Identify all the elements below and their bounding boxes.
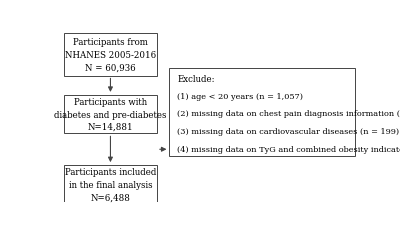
Text: (1) age < 20 years (n = 1,057): (1) age < 20 years (n = 1,057) — [177, 92, 303, 100]
Text: Participants from
NHANES 2005-2016
N = 60,936: Participants from NHANES 2005-2016 N = 6… — [65, 38, 156, 72]
Text: Exclude:: Exclude: — [177, 74, 215, 83]
FancyBboxPatch shape — [169, 69, 355, 157]
Text: Participants with
diabetes and pre-diabetes
N=14,881: Participants with diabetes and pre-diabe… — [54, 98, 167, 132]
Text: (4) missing data on TyG and combined obesity indicators (n = 4,943): (4) missing data on TyG and combined obe… — [177, 145, 400, 153]
Text: (3) missing data on cardiovascular diseases (n = 199): (3) missing data on cardiovascular disea… — [177, 128, 399, 136]
Text: Participants included
in the final analysis
N=6,488: Participants included in the final analy… — [65, 168, 156, 202]
FancyBboxPatch shape — [64, 165, 157, 204]
Text: (2) missing data on chest pain diagnosis information (n = 2,194): (2) missing data on chest pain diagnosis… — [177, 110, 400, 118]
FancyBboxPatch shape — [64, 34, 157, 76]
FancyBboxPatch shape — [64, 95, 157, 134]
